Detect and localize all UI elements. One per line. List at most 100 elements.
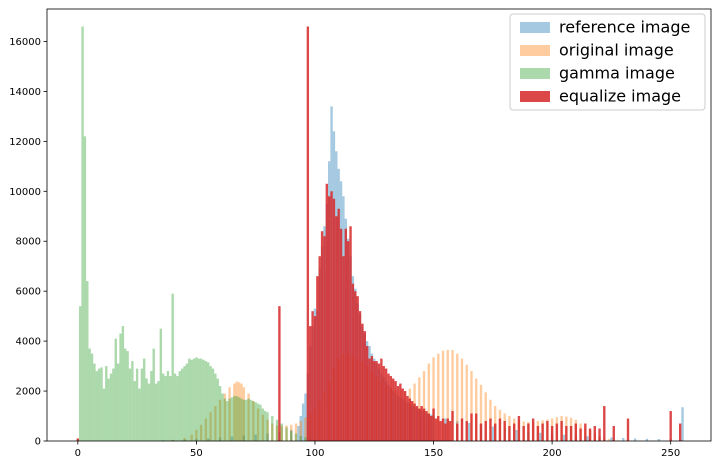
histogram-bar (214, 373, 217, 441)
legend-label: original image (559, 41, 674, 60)
histogram-bar (304, 437, 307, 441)
histogram-bar (154, 383, 158, 441)
histogram-bar (603, 406, 606, 441)
histogram-bar (223, 393, 227, 441)
histogram-bar (515, 430, 518, 441)
histogram-bar (339, 228, 343, 441)
histogram-bar (392, 378, 395, 441)
histogram-bar (278, 306, 281, 441)
histogram-bar (441, 350, 445, 441)
histogram-bar (297, 426, 300, 441)
histogram-bar (311, 311, 314, 441)
histogram-bar (351, 283, 355, 441)
histogram-bar (446, 349, 449, 441)
histogram-bar (162, 373, 165, 441)
histogram-bar (375, 361, 378, 441)
histogram-bar (456, 353, 459, 441)
histogram-bar (261, 408, 264, 441)
histogram-bar (171, 440, 174, 441)
histogram-bar (294, 423, 298, 441)
y-tick-label: 6000 (16, 287, 41, 298)
histogram-bar (607, 439, 611, 441)
histogram-bar (180, 368, 184, 441)
histogram-bar (143, 358, 146, 441)
histogram-bar (550, 426, 554, 441)
histogram-bar (95, 371, 98, 441)
histogram-bar (422, 371, 426, 441)
histogram-bar (192, 358, 196, 441)
histogram-bar (275, 425, 279, 441)
histogram-bar (387, 373, 390, 441)
histogram-bar (527, 423, 530, 441)
histogram-bar (128, 368, 132, 441)
histogram-bar (230, 397, 234, 441)
histogram-bar (394, 381, 397, 441)
histogram-bar (598, 428, 601, 441)
legend: reference image original image gamma image… (509, 13, 706, 111)
histogram-bar (508, 426, 511, 441)
y-tick-label: 14000 (9, 87, 41, 98)
histogram-bar (261, 414, 264, 441)
histogram-bar (266, 412, 269, 441)
histogram-bar (81, 26, 84, 441)
histogram-bar (247, 398, 250, 441)
histogram-bar (199, 358, 203, 441)
histogram-bar (389, 376, 393, 441)
histogram-bar (361, 323, 364, 441)
histogram-bar (218, 399, 222, 441)
y-tick-label: 10000 (9, 187, 41, 198)
histogram-bar (256, 408, 260, 441)
histogram-bar (470, 371, 473, 441)
legend-box (509, 13, 706, 111)
histogram-bar (484, 392, 487, 441)
histogram-bar (76, 438, 80, 441)
histogram-bar (467, 423, 471, 441)
histogram-bar (171, 293, 174, 441)
histogram-bar (214, 406, 217, 441)
histogram-bar (285, 427, 288, 441)
histogram-bar (159, 328, 163, 441)
histogram-bar (166, 371, 170, 441)
histogram-bar (100, 367, 103, 441)
histogram-bar (138, 388, 141, 441)
histogram-bar (304, 417, 307, 441)
histogram-bar (211, 368, 215, 441)
x-tick-label: 200 (543, 448, 562, 459)
histogram-bar (429, 416, 433, 441)
histogram-bar (399, 383, 402, 441)
histogram-bar (199, 424, 203, 441)
histogram-bar (247, 393, 250, 441)
legend-swatch (520, 45, 550, 56)
histogram-bar (346, 241, 350, 441)
histogram-bar (183, 438, 186, 441)
x-tick-label: 50 (190, 448, 203, 459)
histogram-bar (403, 391, 407, 441)
histogram-bar (446, 418, 449, 441)
histogram-bar (242, 435, 246, 441)
histogram-bar (197, 358, 200, 441)
histogram-bar (157, 381, 160, 441)
histogram-bar (147, 383, 151, 441)
histogram-bar (380, 358, 383, 441)
histogram-bar (475, 378, 478, 441)
histogram-bar (370, 356, 374, 441)
histogram-bar (109, 373, 113, 441)
histogram-bar (304, 393, 307, 441)
histogram-bar (306, 26, 310, 441)
histogram-bar (112, 368, 115, 441)
histogram-bar (539, 432, 542, 441)
histogram-bar (418, 408, 421, 441)
histogram-bar (275, 419, 279, 441)
histogram-bar (102, 388, 106, 441)
histogram-bar (152, 348, 155, 441)
histogram-bar (221, 393, 224, 441)
histogram-bar (204, 361, 208, 441)
histogram-bar (135, 368, 139, 441)
legend-swatch (520, 91, 550, 102)
histogram-bar (190, 434, 193, 441)
histogram-bar (266, 419, 269, 441)
histogram-bar (309, 326, 312, 441)
histogram-bar (228, 387, 231, 441)
histogram-bar (280, 423, 283, 441)
histogram-bar (588, 428, 592, 441)
